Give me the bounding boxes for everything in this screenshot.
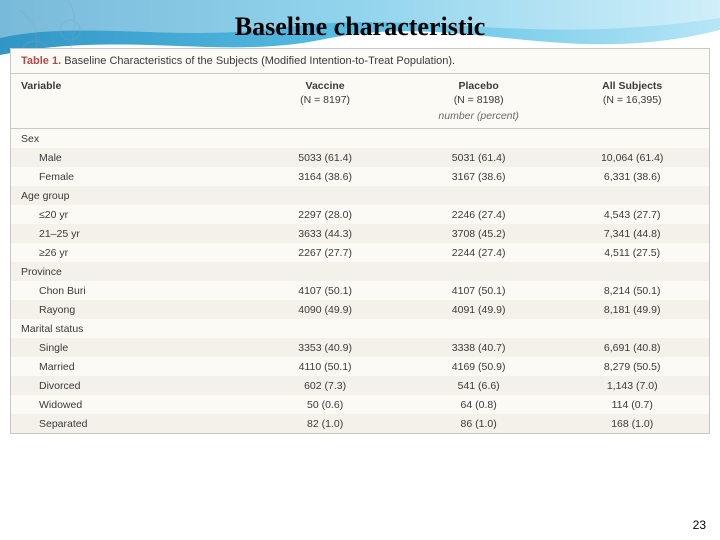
unit-spacer (11, 110, 248, 129)
cell-placebo: 4107 (50.1) (402, 281, 556, 300)
row-label: Separated (11, 414, 248, 433)
row-label: Rayong (11, 300, 248, 319)
cell-placebo: 541 (6.6) (402, 376, 556, 395)
row-label: Married (11, 357, 248, 376)
row-label: 21–25 yr (11, 224, 248, 243)
cell-all: 8,181 (49.9) (555, 300, 709, 319)
col-header-all: All Subjects (555, 74, 709, 94)
table-row: Male5033 (61.4)5031 (61.4)10,064 (61.4) (11, 148, 709, 167)
group-label: Sex (11, 129, 709, 149)
row-label: Divorced (11, 376, 248, 395)
table-row: Married4110 (50.1)4169 (50.9)8,279 (50.5… (11, 357, 709, 376)
table-group-row: Sex (11, 129, 709, 149)
cell-vaccine: 2267 (27.7) (248, 243, 402, 262)
table-row: Widowed50 (0.6)64 (0.8)114 (0.7) (11, 395, 709, 414)
cell-all: 8,214 (50.1) (555, 281, 709, 300)
cell-vaccine: 50 (0.6) (248, 395, 402, 414)
cell-vaccine: 3164 (38.6) (248, 167, 402, 186)
cell-placebo: 3338 (40.7) (402, 338, 556, 357)
cell-vaccine: 4110 (50.1) (248, 357, 402, 376)
row-label: Male (11, 148, 248, 167)
cell-all: 1,143 (7.0) (555, 376, 709, 395)
cell-all: 4,511 (27.5) (555, 243, 709, 262)
cell-vaccine: 2297 (28.0) (248, 205, 402, 224)
row-label: ≤20 yr (11, 205, 248, 224)
table-group-row: Marital status (11, 319, 709, 338)
table-row: Divorced602 (7.3)541 (6.6)1,143 (7.0) (11, 376, 709, 395)
table-row: ≤20 yr2297 (28.0)2246 (27.4)4,543 (27.7) (11, 205, 709, 224)
table-row: Separated82 (1.0)86 (1.0)168 (1.0) (11, 414, 709, 433)
table-row: Rayong4090 (49.9)4091 (49.9)8,181 (49.9) (11, 300, 709, 319)
slide-title: Baseline characteristic (0, 0, 720, 48)
table-row: Chon Buri4107 (50.1)4107 (50.1)8,214 (50… (11, 281, 709, 300)
row-label: ≥26 yr (11, 243, 248, 262)
table-label: Table 1. (21, 55, 61, 67)
cell-vaccine: 82 (1.0) (248, 414, 402, 433)
col-header-placebo: Placebo (402, 74, 556, 94)
cell-vaccine: 4090 (49.9) (248, 300, 402, 319)
cell-all: 6,331 (38.6) (555, 167, 709, 186)
cell-vaccine: 3353 (40.9) (248, 338, 402, 357)
table-caption-text: Baseline Characteristics of the Subjects… (64, 55, 455, 67)
cell-placebo: 2246 (27.4) (402, 205, 556, 224)
table-caption: Table 1. Baseline Characteristics of the… (11, 49, 709, 74)
table-group-row: Age group (11, 186, 709, 205)
cell-all: 4,543 (27.7) (555, 205, 709, 224)
cell-vaccine: 602 (7.3) (248, 376, 402, 395)
page-number: 23 (693, 518, 706, 532)
cell-placebo: 4091 (49.9) (402, 300, 556, 319)
cell-all: 168 (1.0) (555, 414, 709, 433)
col-header-vaccine: Vaccine (248, 74, 402, 94)
cell-vaccine: 3633 (44.3) (248, 224, 402, 243)
col-header-variable: Variable (11, 74, 248, 110)
cell-all: 7,341 (44.8) (555, 224, 709, 243)
cell-all: 114 (0.7) (555, 395, 709, 414)
table-body: SexMale5033 (61.4)5031 (61.4)10,064 (61.… (11, 129, 709, 434)
cell-all: 6,691 (40.8) (555, 338, 709, 357)
cell-placebo: 3708 (45.2) (402, 224, 556, 243)
unit-label: number (percent) (248, 110, 709, 129)
cell-all: 8,279 (50.5) (555, 357, 709, 376)
row-label: Widowed (11, 395, 248, 414)
cell-all: 10,064 (61.4) (555, 148, 709, 167)
table-row: 21–25 yr3633 (44.3)3708 (45.2)7,341 (44.… (11, 224, 709, 243)
row-label: Single (11, 338, 248, 357)
group-label: Age group (11, 186, 709, 205)
table-row: ≥26 yr2267 (27.7)2244 (27.4)4,511 (27.5) (11, 243, 709, 262)
col-n-placebo: (N = 8198) (402, 94, 556, 110)
group-label: Marital status (11, 319, 709, 338)
cell-placebo: 86 (1.0) (402, 414, 556, 433)
row-label: Chon Buri (11, 281, 248, 300)
col-n-vaccine: (N = 8197) (248, 94, 402, 110)
group-label: Province (11, 262, 709, 281)
cell-vaccine: 5033 (61.4) (248, 148, 402, 167)
cell-placebo: 64 (0.8) (402, 395, 556, 414)
cell-vaccine: 4107 (50.1) (248, 281, 402, 300)
col-n-all: (N = 16,395) (555, 94, 709, 110)
cell-placebo: 5031 (61.4) (402, 148, 556, 167)
cell-placebo: 2244 (27.4) (402, 243, 556, 262)
table-group-row: Province (11, 262, 709, 281)
row-label: Female (11, 167, 248, 186)
baseline-characteristics-table: Variable Vaccine Placebo All Subjects (N… (11, 74, 709, 433)
table-row: Female3164 (38.6)3167 (38.6)6,331 (38.6) (11, 167, 709, 186)
table-1-container: Table 1. Baseline Characteristics of the… (10, 48, 710, 434)
cell-placebo: 4169 (50.9) (402, 357, 556, 376)
cell-placebo: 3167 (38.6) (402, 167, 556, 186)
table-row: Single3353 (40.9)3338 (40.7)6,691 (40.8) (11, 338, 709, 357)
